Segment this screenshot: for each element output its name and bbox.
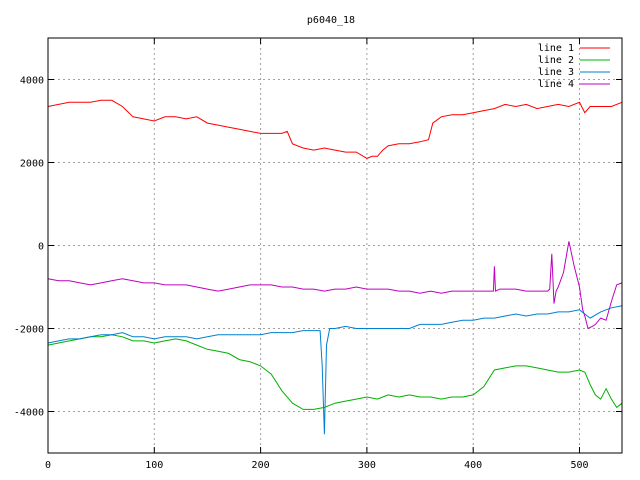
x-tick-label: 200 <box>252 460 270 471</box>
legend-label: line 3 <box>538 67 574 78</box>
legend-label: line 1 <box>538 43 574 54</box>
y-tick-label: 4000 <box>20 76 44 87</box>
series-line-3 <box>47 305 623 435</box>
series-line-4 <box>47 241 623 330</box>
legend-label: line 4 <box>538 79 574 90</box>
x-tick-label: 500 <box>570 460 588 471</box>
y-tick-label: 2000 <box>20 159 44 170</box>
x-tick-label: 100 <box>145 460 163 471</box>
chart-title: p6040_18 <box>307 15 355 26</box>
legend-label: line 2 <box>538 55 574 66</box>
series-line-2 <box>47 334 623 410</box>
y-tick-label: -4000 <box>14 408 44 419</box>
y-tick-label: 0 <box>38 242 44 253</box>
y-tick-label: -2000 <box>14 325 44 336</box>
axis-ticks: 0 100 200 300 400 500 -4000 -2000 0 2000 4000 <box>14 38 622 471</box>
series-line-1 <box>47 99 623 159</box>
x-tick-label: 300 <box>358 460 376 471</box>
x-tick-label: 400 <box>464 460 482 471</box>
grid <box>48 38 622 453</box>
series-layer <box>47 99 623 435</box>
x-tick-label: 0 <box>45 460 51 471</box>
